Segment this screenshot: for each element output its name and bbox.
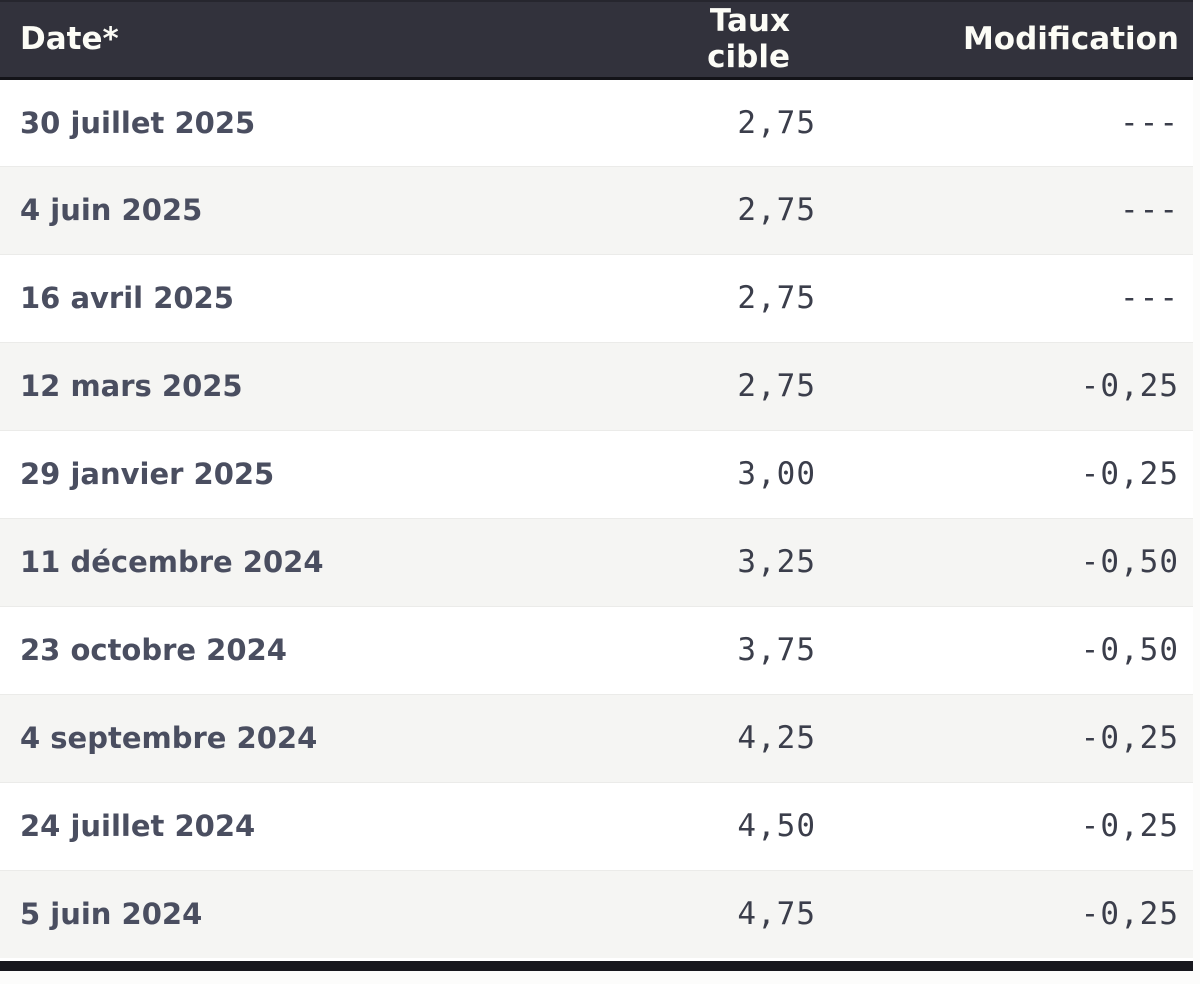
cell-rate: 3,00: [620, 429, 820, 518]
table-bottom-spacer: [0, 958, 1193, 961]
table-row: 30 juillet 2025 2,75 ---: [0, 78, 1193, 166]
table-row: 16 avril 2025 2,75 ---: [0, 253, 1193, 342]
cell-rate: 2,75: [620, 341, 820, 430]
cell-date: 23 octobre 2024: [0, 605, 620, 694]
table-row: 23 octobre 2024 3,75 -0,50: [0, 605, 1193, 694]
table-row: 4 juin 2025 2,75 ---: [0, 165, 1193, 254]
table-row: 11 décembre 2024 3,25 -0,50: [0, 517, 1193, 606]
cell-change: ---: [1120, 104, 1179, 141]
cell-rate: 2,75: [737, 104, 816, 141]
cell-date: 5 juin 2024: [0, 869, 620, 958]
cell-date: 12 mars 2025: [0, 341, 620, 430]
column-header-target-rate: Taux cible: [620, 0, 820, 80]
cell-date: 30 juillet 2025: [20, 105, 256, 140]
cell-rate: 4,75: [620, 869, 820, 958]
cell-change: ---: [820, 165, 1193, 254]
cell-change: -0,50: [820, 605, 1193, 694]
cell-rate: 3,75: [620, 605, 820, 694]
cell-date: 29 janvier 2025: [0, 429, 620, 518]
cell-date: 4 septembre 2024: [0, 693, 620, 782]
cell-change: -0,50: [820, 517, 1193, 606]
cell-date: 24 juillet 2024: [0, 781, 620, 870]
column-header-date: Date*: [0, 0, 620, 80]
cell-rate: 3,25: [620, 517, 820, 606]
cell-rate: 4,50: [620, 781, 820, 870]
table-row: 29 janvier 2025 3,00 -0,25: [0, 429, 1193, 518]
cell-change: -0,25: [820, 341, 1193, 430]
table-row: 12 mars 2025 2,75 -0,25: [0, 341, 1193, 430]
table-bottom-border: [0, 961, 1193, 971]
table-row: 4 septembre 2024 4,25 -0,25: [0, 693, 1193, 782]
cell-rate: 4,25: [620, 693, 820, 782]
cell-change: -0,25: [820, 693, 1193, 782]
cell-date: 4 juin 2025: [0, 165, 620, 254]
cell-rate: 2,75: [620, 253, 820, 342]
cell-change: -0,25: [820, 781, 1193, 870]
table-row: 5 juin 2024 4,75 -0,25: [0, 869, 1193, 958]
cell-rate: 2,75: [620, 165, 820, 254]
cell-date: 11 décembre 2024: [0, 517, 620, 606]
cell-date: 16 avril 2025: [0, 253, 620, 342]
cell-change: -0,25: [820, 869, 1193, 958]
table-row: 24 juillet 2024 4,50 -0,25: [0, 781, 1193, 870]
table-header-row: Date* Taux cible Modification: [0, 0, 1193, 80]
cell-change: -0,25: [820, 429, 1193, 518]
target-rate-table: Date* Taux cible Modification 30 juillet…: [0, 0, 1193, 958]
cell-change: ---: [820, 253, 1193, 342]
column-header-modification: Modification: [820, 0, 1193, 80]
